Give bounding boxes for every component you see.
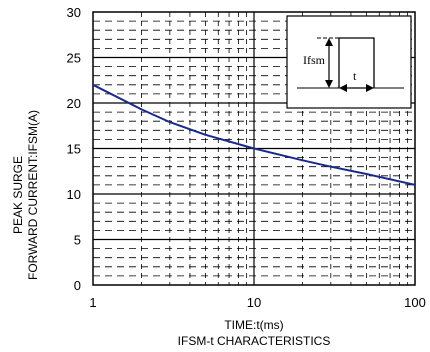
plot-frame (92, 11, 416, 286)
y-tick-label: 30 (67, 5, 81, 20)
y-axis-title-line2: FORWARD CURRENT:IFSM(A) (26, 110, 40, 280)
inset-ifsm-arrow-down-icon (325, 80, 333, 88)
inset-ifsm-arrow-up-icon (325, 38, 333, 46)
inset-t-arrow-left-icon (339, 84, 347, 92)
y-tick-label: 25 (67, 51, 81, 66)
y-axis-title-line1: PEAK SURGE (11, 156, 25, 234)
y-tick-label: 10 (67, 187, 81, 202)
inset-pulse (338, 37, 375, 88)
inset-t-label: t (353, 69, 357, 83)
inset-t-arrow-right-icon (366, 84, 374, 92)
x-tick-label: 1 (89, 295, 96, 310)
y-tick-label: 15 (67, 142, 81, 157)
x-axis-title: TIME:t(ms) (224, 318, 283, 332)
tick-labels: 0 5 10 15 20 25 30 1 10 100 (67, 5, 426, 310)
x-tick-label: 100 (404, 295, 426, 310)
y-tick-label: 5 (74, 233, 81, 248)
series-layer (92, 83, 416, 186)
inset-ifsm-label: Ifsm (303, 53, 326, 67)
chart-caption: IFSM-t CHARACTERISTICS (178, 334, 331, 348)
series-line-1 (92, 83, 416, 186)
y-tick-label: 20 (67, 96, 81, 111)
x-tick-label: 10 (247, 295, 261, 310)
y-tick-label: 0 (74, 278, 81, 293)
inset-box (286, 15, 412, 109)
inset-diagram: Ifsm t (286, 15, 412, 109)
